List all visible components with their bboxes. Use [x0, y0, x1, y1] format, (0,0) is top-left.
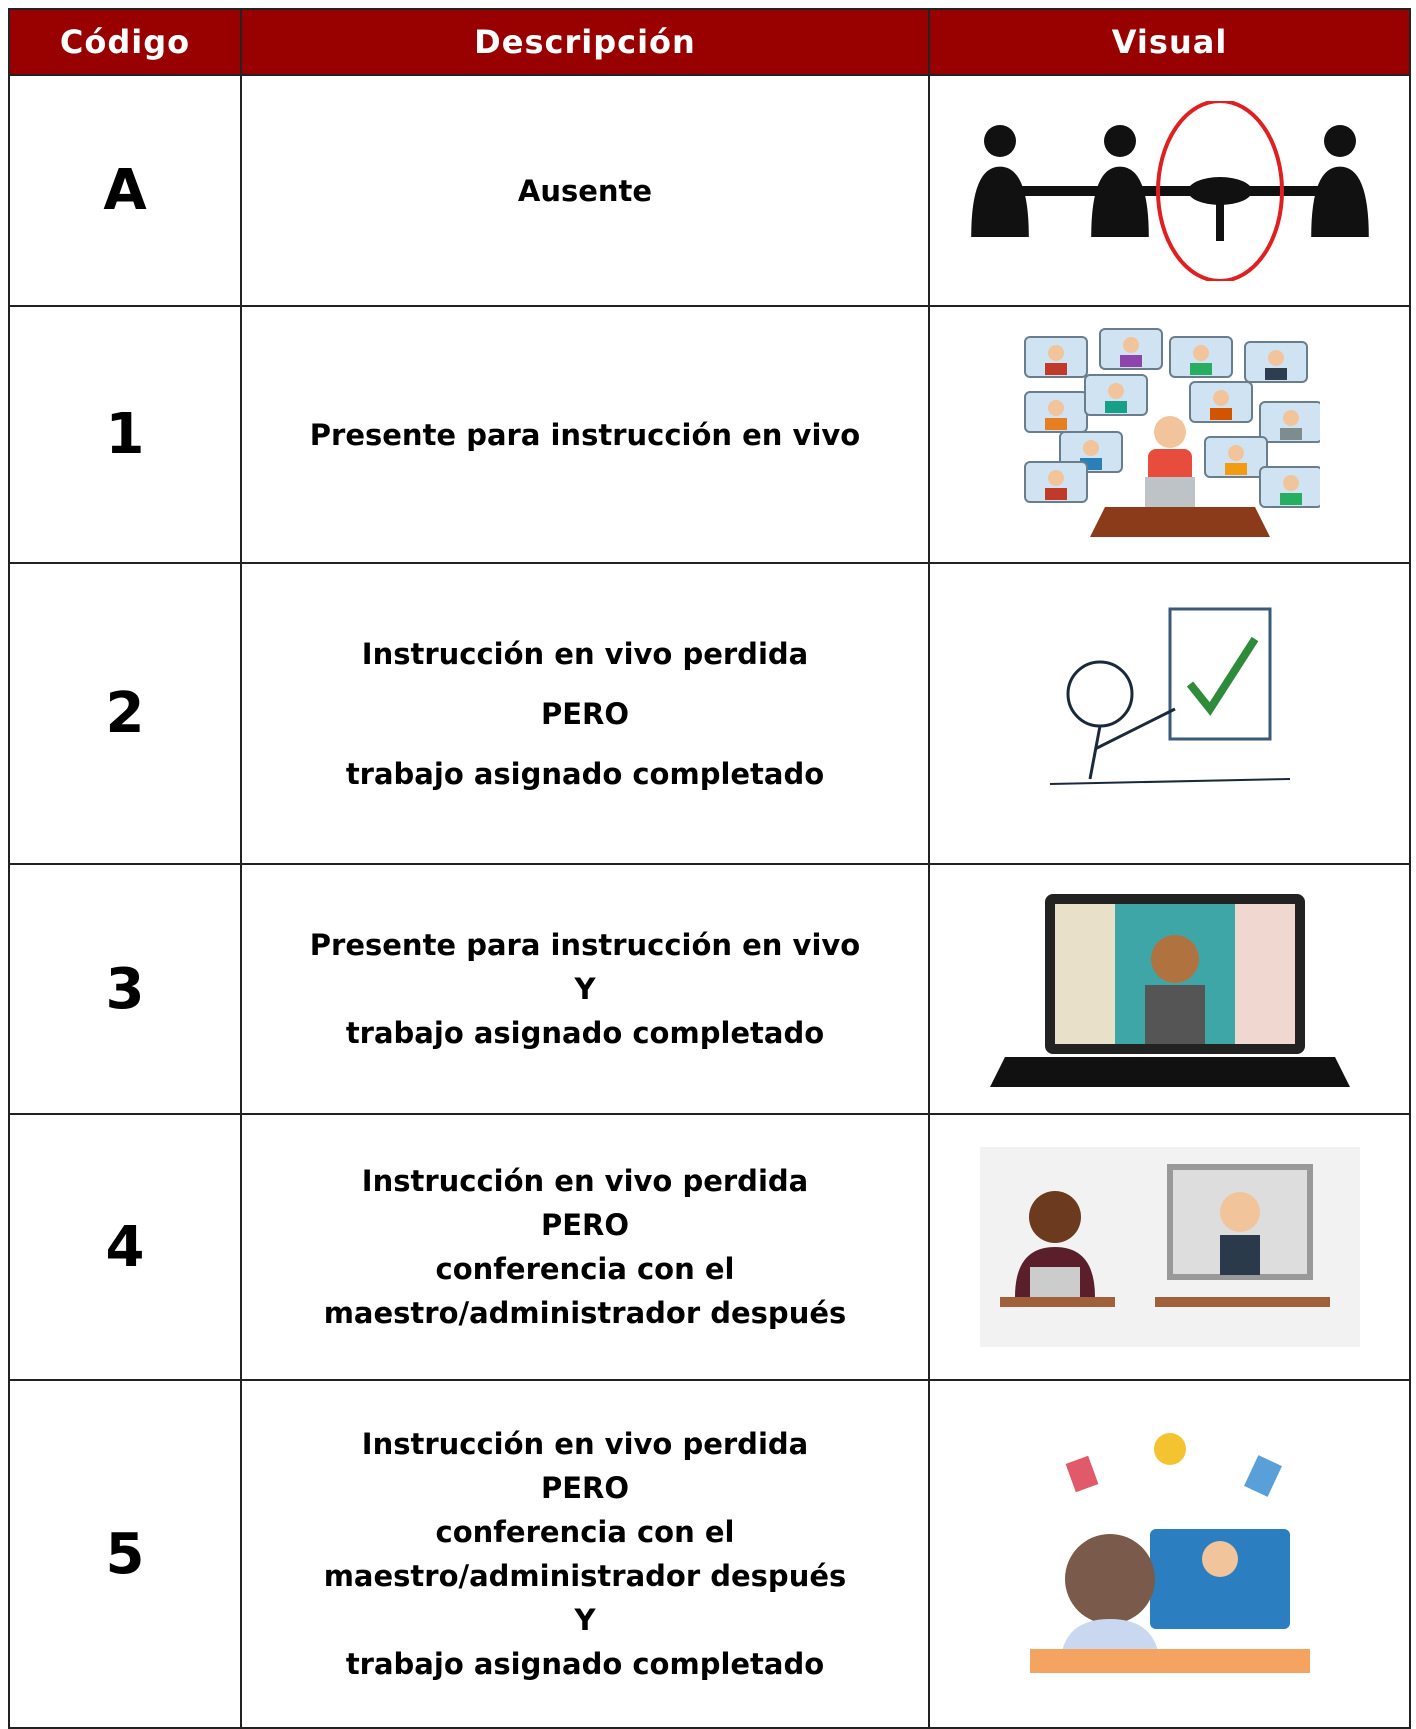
video-call-illustration — [1023, 328, 1320, 537]
absent-illustration — [970, 100, 1369, 281]
description-line: Instrucción en vivo perdida — [361, 636, 809, 671]
table-row: 2 Instrucción en vivo perdida PERO trabajo … — [8, 562, 1411, 865]
description-line: Y — [574, 1603, 596, 1637]
description-cell: Ausente — [240, 74, 930, 307]
code-cell: A — [8, 74, 242, 307]
description-line: PERO — [540, 696, 630, 731]
code-cell: 5 — [8, 1379, 242, 1729]
table-row: 5 Instrucción en vivo perdida PERO conferen… — [8, 1379, 1411, 1729]
description-line: PERO — [540, 1208, 630, 1242]
visual-cell — [928, 863, 1411, 1115]
description-line: Presente para instrucción en vivo — [309, 417, 861, 452]
description-cell: Instrucción en vivo perdida PERO conferenc… — [240, 1379, 930, 1729]
code-cell: 2 — [8, 562, 242, 865]
description-cell: Presente para instrucción en vivo — [240, 305, 930, 564]
table-row: A Ausente — [8, 74, 1411, 307]
description-line: trabajo asignado completado — [345, 1647, 825, 1681]
description-line: maestro/administrador después — [323, 1559, 847, 1593]
header-row: Código Descripción Visual — [8, 8, 1411, 76]
column-header: Código — [8, 8, 242, 76]
completed-work-illustration — [1049, 607, 1290, 785]
description-line: maestro/administrador después — [323, 1296, 847, 1330]
description-cell: Instrucción en vivo perdida PERO conferenc… — [240, 1113, 930, 1381]
table-row: 1 Presente para instrucción en vivo — [8, 305, 1411, 564]
code-cell: 1 — [8, 305, 242, 564]
description-line: conferencia con el — [435, 1252, 735, 1286]
description-line: Instrucción en vivo perdida — [361, 1427, 809, 1461]
online-tutoring-illustration — [1029, 1433, 1310, 1673]
description-line: Presente para instrucción en vivo — [309, 928, 861, 962]
code-cell: 4 — [8, 1113, 242, 1381]
visual-cell — [928, 1379, 1411, 1729]
description-cell: Instrucción en vivo perdida PERO trabajo a… — [240, 562, 930, 865]
code-cell: 3 — [8, 863, 242, 1115]
description-line: conferencia con el — [435, 1515, 735, 1549]
table-row: 4 Instrucción en vivo perdida PERO conferen… — [8, 1113, 1411, 1381]
conference-illustration — [979, 1147, 1360, 1347]
description-line: Instrucción en vivo perdida — [361, 1164, 809, 1198]
visual-cell — [928, 74, 1411, 307]
description-line: trabajo asignado completado — [345, 1016, 825, 1050]
description-line: Ausente — [517, 173, 653, 208]
description-line: PERO — [540, 1471, 630, 1505]
visual-cell — [928, 562, 1411, 865]
description-line: trabajo asignado completado — [345, 756, 825, 791]
laptop-illustration — [989, 894, 1350, 1087]
column-header: Descripción — [240, 8, 930, 76]
attendance-table: Código Descripción Visual A Ausente 1 Present… — [8, 8, 1411, 1729]
visual-cell — [928, 1113, 1411, 1381]
column-header: Visual — [928, 8, 1411, 76]
description-line: Y — [574, 972, 596, 1006]
visual-cell — [928, 305, 1411, 564]
